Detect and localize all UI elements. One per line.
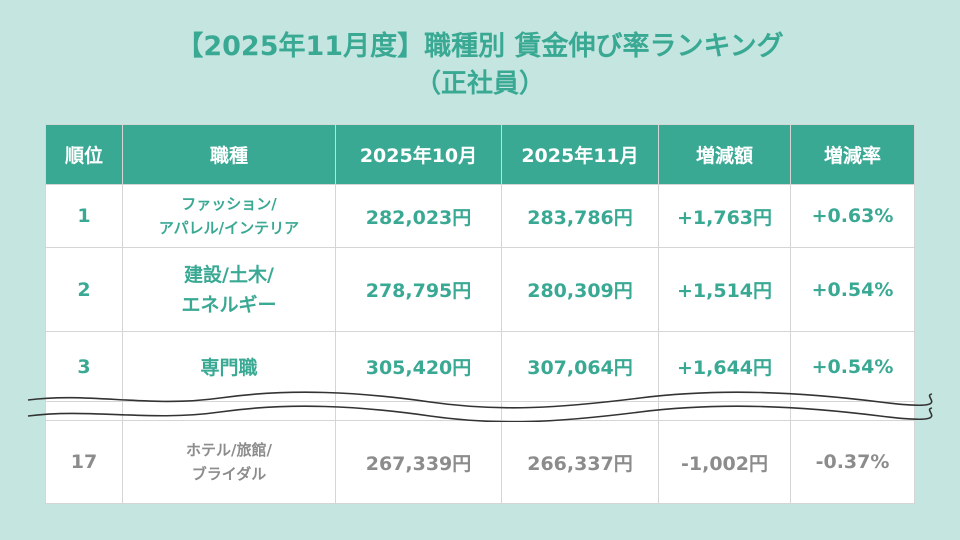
header-oct: 2025年10月 — [335, 124, 502, 185]
rank-cell: 2 — [45, 247, 123, 332]
header-diff: 増減額 — [658, 124, 791, 185]
diff-cell: -1,002円 — [658, 420, 791, 504]
nov-cell: 307,064円 — [501, 331, 659, 402]
table-header-row: 順位 職種 2025年10月 2025年11月 増減額 増減率 — [45, 124, 915, 185]
nov-cell: 266,337円 — [501, 420, 659, 504]
job-line2: ブライダル — [191, 465, 267, 483]
table-row: 2 建設/土木/ エネルギー 278,795円 280,309円 +1,514円… — [45, 247, 915, 332]
diff-cell: +1,763円 — [658, 184, 791, 248]
oct-cell: 267,339円 — [335, 420, 502, 504]
job-cell: ホテル/旅館/ ブライダル — [122, 420, 336, 504]
title-line2: （正社員） — [414, 69, 545, 99]
ranking-table: 順位 職種 2025年10月 2025年11月 増減額 増減率 1 ファッション… — [45, 124, 915, 504]
row-break-wave — [27, 391, 933, 422]
job-cell: ファッション/ アパレル/インテリア — [122, 184, 336, 248]
job-line2: エネルギー — [181, 293, 277, 316]
table-row: 1 ファッション/ アパレル/インテリア 282,023円 283,786円 +… — [45, 184, 915, 248]
oct-cell: 282,023円 — [335, 184, 502, 248]
job-line1: ホテル/旅館/ — [186, 441, 272, 459]
job-line1: 建設/土木/ — [184, 263, 274, 286]
nov-cell: 280,309円 — [501, 247, 659, 332]
job-cell: 建設/土木/ エネルギー — [122, 247, 336, 332]
rate-cell: +0.63% — [790, 184, 915, 248]
title-line1: 【2025年11月度】職種別 賃金伸び率ランキング — [176, 31, 784, 62]
page-title: 【2025年11月度】職種別 賃金伸び率ランキング （正社員） — [0, 28, 960, 102]
oct-cell: 278,795円 — [335, 247, 502, 332]
header-rate: 増減率 — [790, 124, 915, 185]
rate-cell: +0.54% — [790, 247, 915, 332]
nov-cell: 283,786円 — [501, 184, 659, 248]
job-cell: 専門職 — [122, 331, 336, 402]
header-rank: 順位 — [45, 124, 123, 185]
header-nov: 2025年11月 — [501, 124, 659, 185]
rank-cell: 17 — [45, 420, 123, 504]
table-row: 3 専門職 305,420円 307,064円 +1,644円 +0.54% — [45, 331, 915, 402]
diff-cell: +1,514円 — [658, 247, 791, 332]
rate-cell: -0.37% — [790, 420, 915, 504]
rank-cell: 1 — [45, 184, 123, 248]
header-job: 職種 — [122, 124, 336, 185]
rate-cell: +0.54% — [790, 331, 915, 402]
job-line1: ファッション/ — [181, 195, 277, 213]
rank-cell: 3 — [45, 331, 123, 402]
table-row: 17 ホテル/旅館/ ブライダル 267,339円 266,337円 -1,00… — [45, 420, 915, 504]
job-line2: アパレル/インテリア — [158, 219, 300, 237]
